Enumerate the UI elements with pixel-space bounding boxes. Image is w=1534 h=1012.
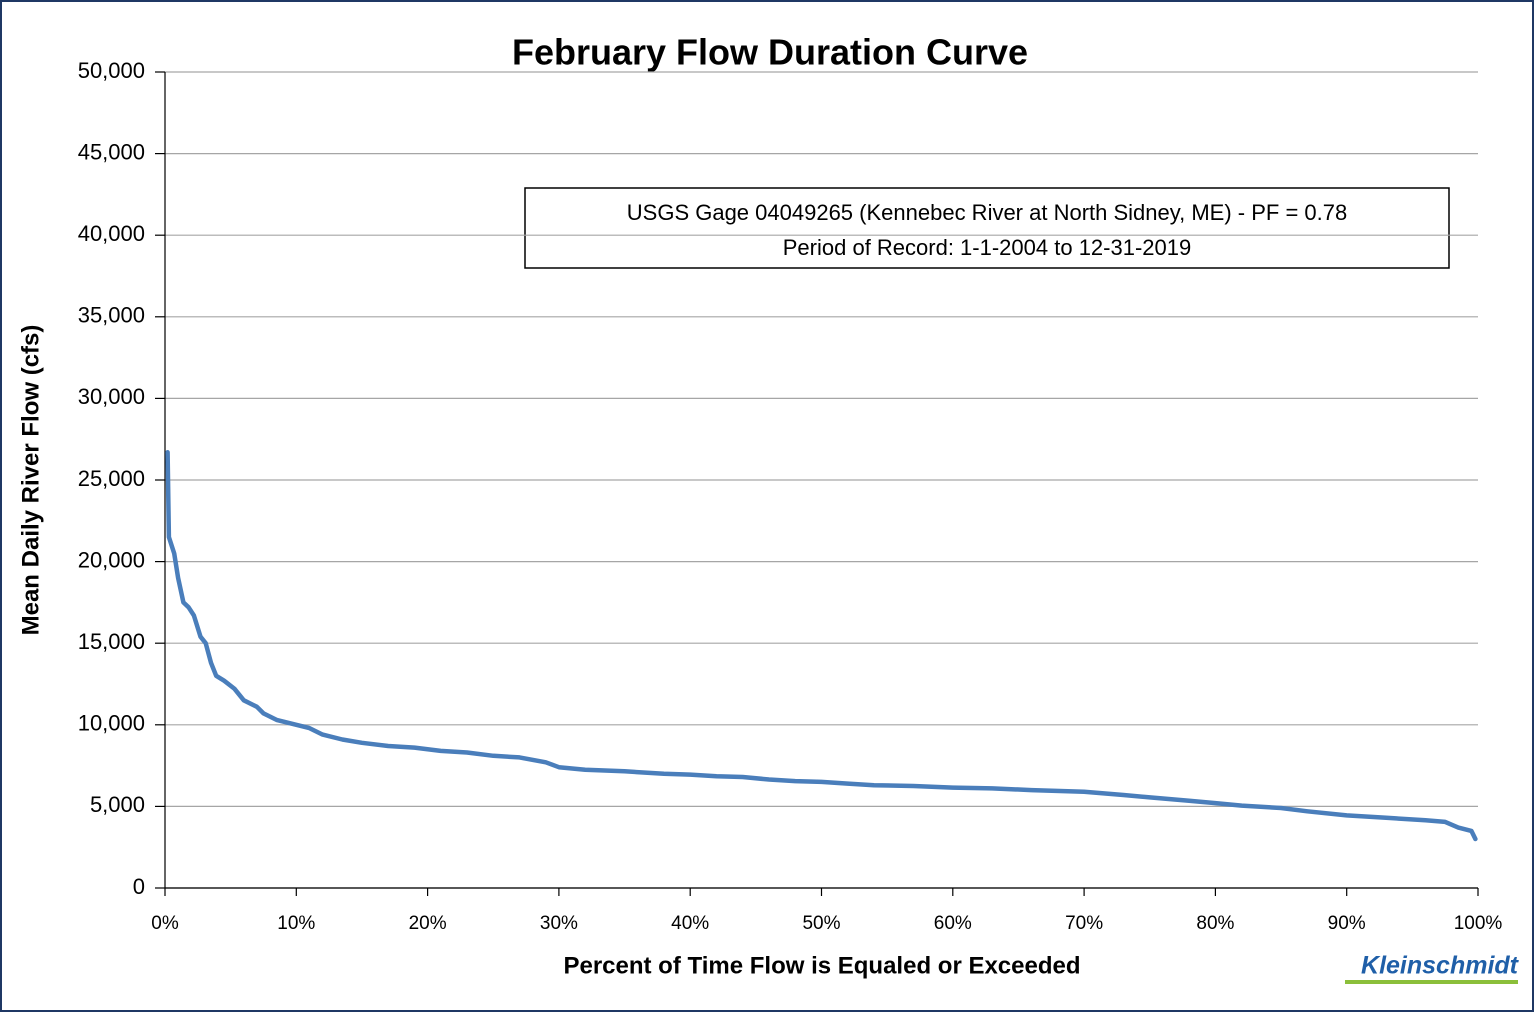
y-tick-label: 30,000 [78, 384, 145, 409]
annotation-line: Period of Record: 1-1-2004 to 12-31-2019 [783, 235, 1191, 260]
flow-line [165, 450, 1478, 842]
y-tick-label: 40,000 [78, 221, 145, 246]
y-tick-label: 45,000 [78, 139, 145, 164]
logo: Kleinschmidt [1361, 952, 1520, 980]
x-tick-label: 50% [802, 913, 840, 934]
y-tick-label: 20,000 [78, 547, 145, 572]
x-tick-label: 60% [934, 913, 972, 934]
y-axis-title: Mean Daily River Flow (cfs) [17, 325, 44, 636]
x-tick-label: 10% [277, 913, 315, 934]
logo-underline [1345, 980, 1518, 984]
y-tick-label: 5,000 [90, 792, 145, 817]
x-tick-label: 70% [1065, 913, 1103, 934]
x-tick-label: 40% [671, 913, 709, 934]
x-tick-label: 100% [1454, 913, 1503, 934]
y-tick-label: 35,000 [78, 303, 145, 328]
annotation-box [524, 187, 1450, 269]
y-tick-label: 50,000 [78, 58, 145, 83]
x-tick-label: 20% [409, 913, 447, 934]
y-tick-label: 0 [133, 874, 145, 899]
y-tick-label: 15,000 [78, 629, 145, 654]
x-tick-label: 30% [540, 913, 578, 934]
x-tick-label: 80% [1196, 913, 1234, 934]
x-axis-title: Percent of Time Flow is Equaled or Excee… [563, 952, 1080, 979]
y-tick-label: 25,000 [78, 466, 145, 491]
y-tick-label: 10,000 [78, 711, 145, 736]
x-tick-label: 0% [151, 913, 179, 934]
chart-title: February Flow Duration Curve [512, 32, 1028, 73]
annotation-line: USGS Gage 04049265 (Kennebec River at No… [627, 200, 1347, 225]
x-tick-label: 90% [1328, 913, 1366, 934]
